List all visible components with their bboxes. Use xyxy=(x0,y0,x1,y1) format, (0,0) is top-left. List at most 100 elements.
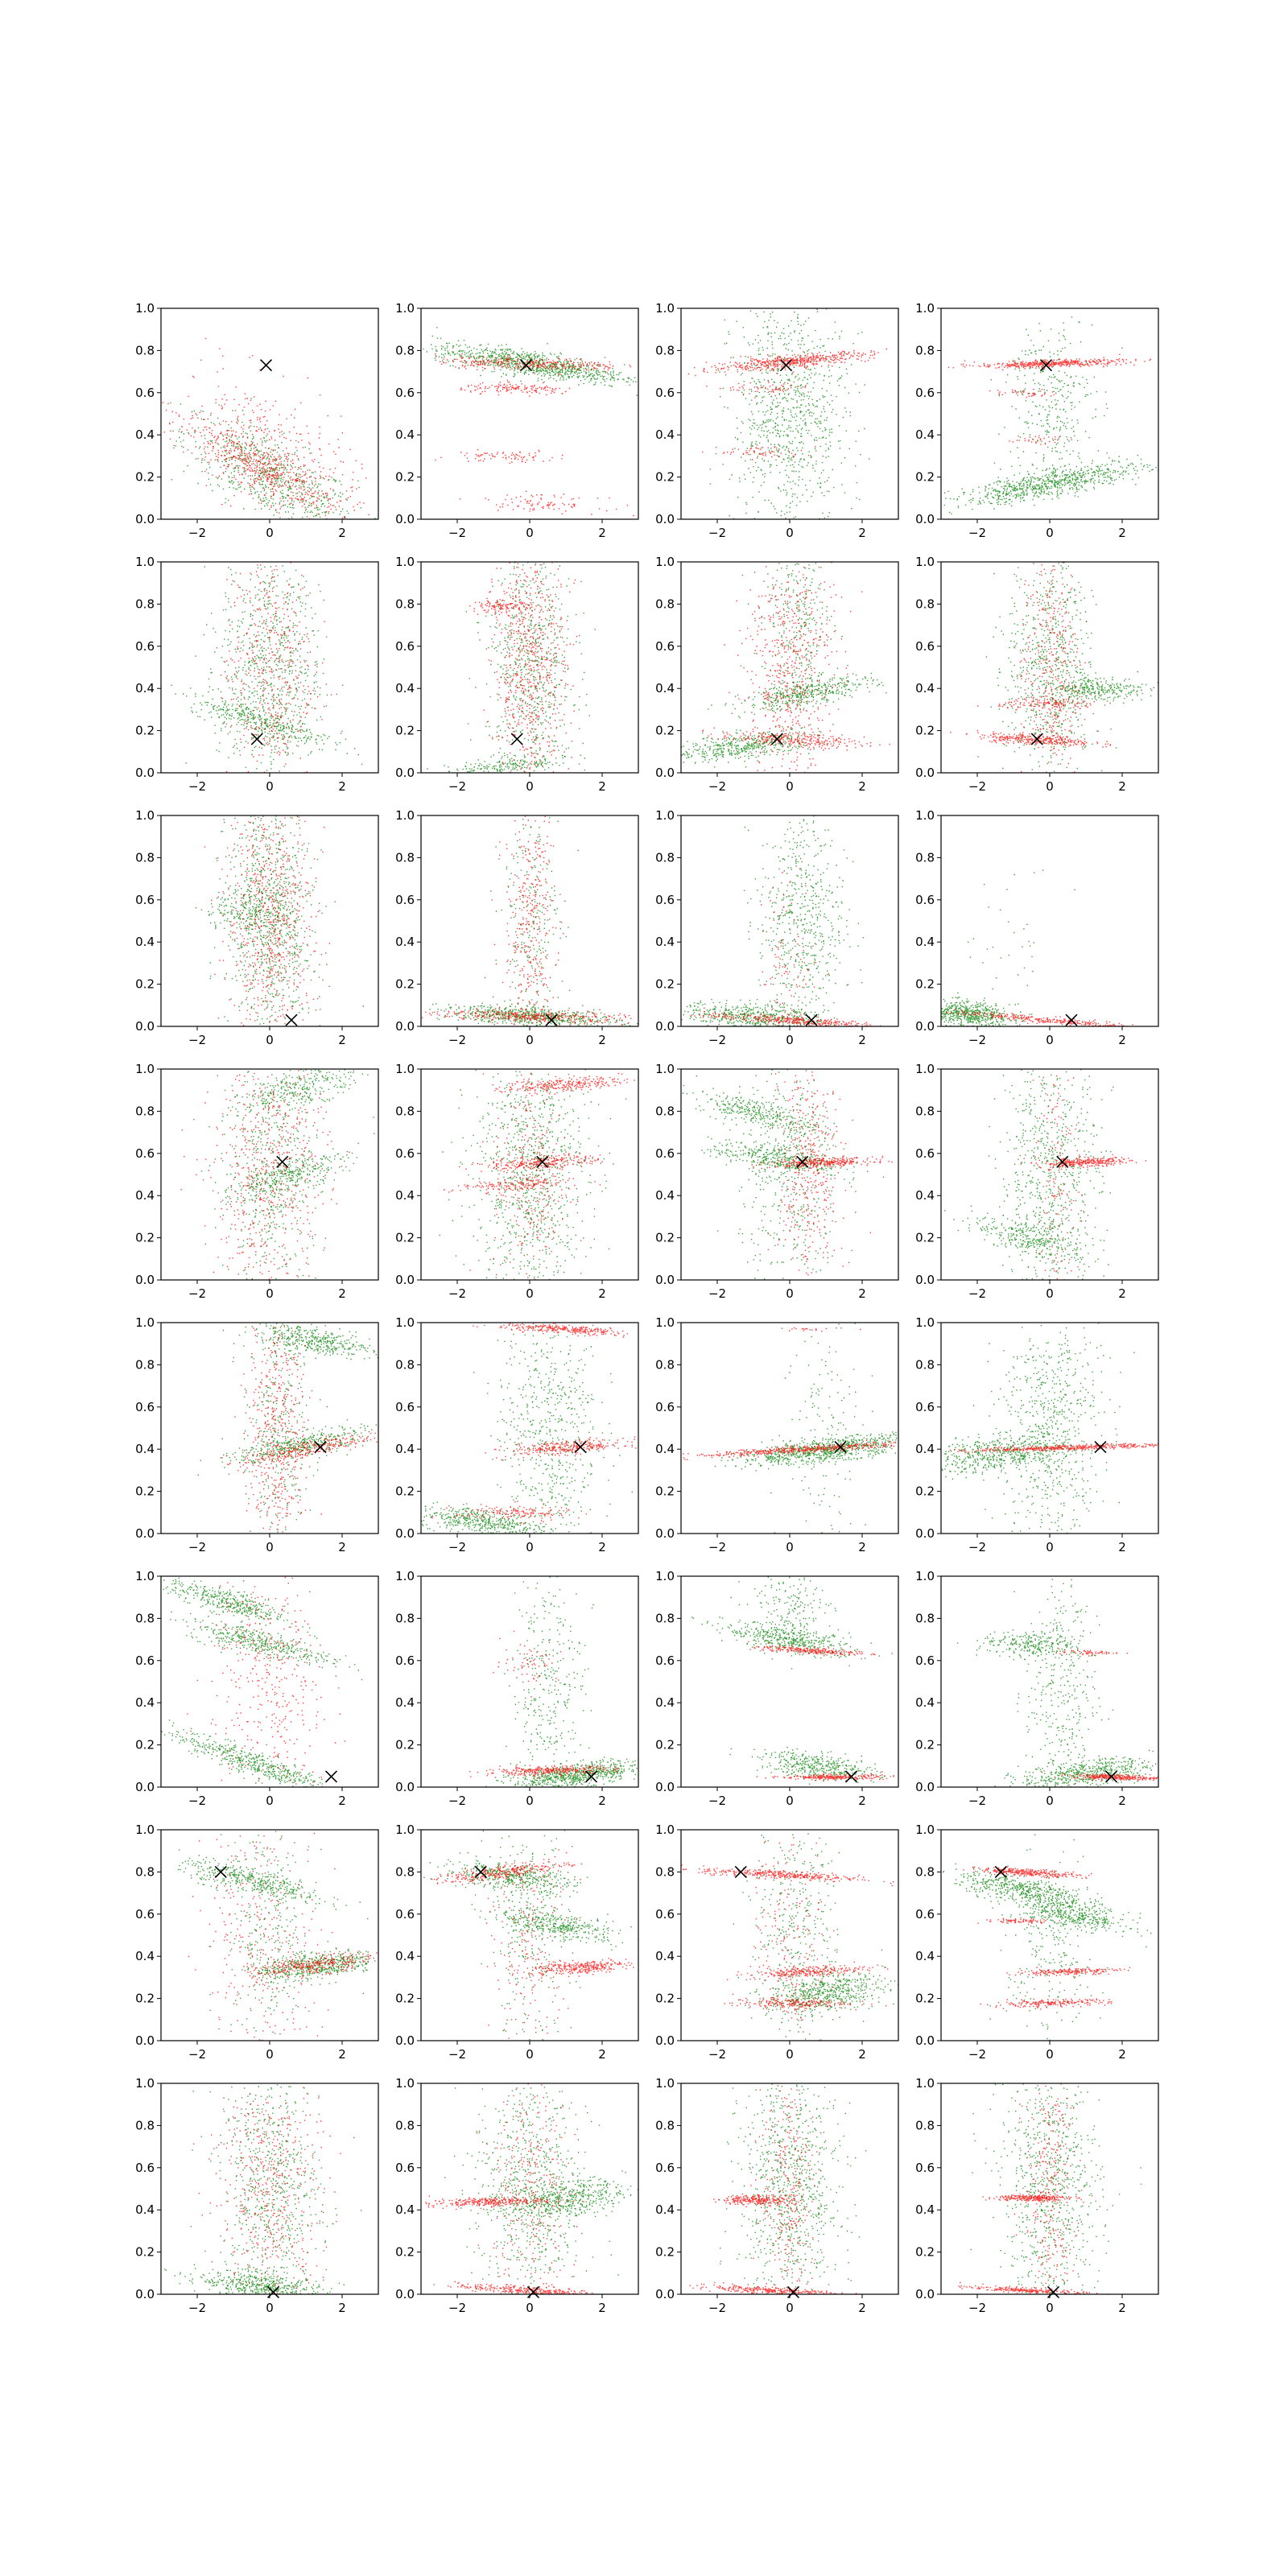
scatter-points xyxy=(197,1323,378,1534)
x-marker xyxy=(510,733,523,745)
y-tick-label: 0.2 xyxy=(915,977,935,992)
y-tick-label: 1.0 xyxy=(135,301,155,316)
x-tick-label: −2 xyxy=(448,2047,466,2062)
y-tick-label: 0.8 xyxy=(915,1864,935,1879)
y-tick-label: 0.2 xyxy=(655,2245,675,2260)
y-tick-label: 0.0 xyxy=(655,1526,675,1541)
red-series-cluster-2 xyxy=(188,1832,336,2041)
x-tick-label: −2 xyxy=(188,1033,206,1047)
y-tick-label: 0.8 xyxy=(135,1864,155,1879)
x-tick-label: 0 xyxy=(266,1286,274,1301)
green-series-cluster-2 xyxy=(177,1849,369,1920)
red-series-cluster-1 xyxy=(473,1323,628,1338)
x-marker xyxy=(805,1013,818,1026)
red-series-cluster-2 xyxy=(469,597,533,618)
x-tick-label: 0 xyxy=(526,779,534,794)
subplot-r2-c4: −2 0 2 0.0 0.2 0.4 0.6 0.8 1.0 xyxy=(915,555,1159,794)
x-tick-label: 2 xyxy=(858,779,866,794)
y-tick-label: 0.0 xyxy=(395,1780,415,1794)
y-tick-label: 0.8 xyxy=(135,1611,155,1625)
y-tick-label: 0.6 xyxy=(395,1907,415,1922)
y-tick-label: 0.0 xyxy=(915,2287,935,2301)
x-tick-label: −2 xyxy=(968,1286,986,1301)
subplot-r4-c4: −2 0 2 0.0 0.2 0.4 0.6 0.8 1.0 xyxy=(915,1062,1159,1301)
x-tick-label: 2 xyxy=(1118,779,1126,794)
x-tick-label: 0 xyxy=(1046,1540,1054,1554)
scatter-points xyxy=(681,1833,898,2041)
scatter-points xyxy=(682,1069,898,1280)
y-tick-label: 0.2 xyxy=(135,2245,155,2260)
red-series-cluster-1 xyxy=(963,1866,1092,1879)
y-tick-label: 1.0 xyxy=(395,2076,415,2091)
y-tick-label: 0.4 xyxy=(915,1442,935,1456)
subplot-r2-c2: −2 0 2 0.0 0.2 0.4 0.6 0.8 1.0 xyxy=(395,555,639,794)
x-tick-label: 2 xyxy=(598,1033,606,1047)
x-tick-label: 0 xyxy=(1046,526,1054,540)
y-tick-label: 0.4 xyxy=(135,1949,155,1963)
x-tick-label: −2 xyxy=(708,779,726,794)
x-marker xyxy=(214,1865,227,1878)
scatter-points xyxy=(681,815,898,1026)
subplot-r2-c3: −2 0 2 0.0 0.2 0.4 0.6 0.8 1.0 xyxy=(655,555,899,794)
x-tick-label: 0 xyxy=(1046,2301,1054,2315)
y-tick-label: 0.0 xyxy=(135,1780,155,1794)
y-tick-label: 0.8 xyxy=(915,1611,935,1625)
y-tick-label: 0.6 xyxy=(395,639,415,654)
x-marker xyxy=(285,1013,298,1026)
red-series-cluster-1 xyxy=(748,1641,893,1657)
y-tick-label: 0.2 xyxy=(655,724,675,738)
y-tick-label: 1.0 xyxy=(655,1823,675,1837)
y-tick-label: 0.0 xyxy=(915,766,935,780)
y-tick-label: 0.0 xyxy=(655,1273,675,1287)
y-tick-label: 0.8 xyxy=(915,1104,935,1118)
red-series-cluster-1 xyxy=(425,2194,584,2211)
y-tick-label: 0.4 xyxy=(655,1188,675,1203)
y-tick-label: 0.4 xyxy=(135,1188,155,1203)
red-series-cluster-2 xyxy=(1006,1967,1131,1977)
x-tick-label: 2 xyxy=(598,1286,606,1301)
y-tick-label: 0.4 xyxy=(915,935,935,949)
y-tick-label: 0.6 xyxy=(135,2161,155,2175)
x-marker xyxy=(545,1013,558,1026)
x-marker xyxy=(1039,359,1053,372)
red-series-cluster-1 xyxy=(1021,1154,1147,1169)
subplot-r6-c1: −2 0 2 0.0 0.2 0.4 0.6 0.8 1.0 xyxy=(135,1569,379,1808)
x-tick-label: −2 xyxy=(188,526,206,540)
y-tick-label: 0.8 xyxy=(655,1611,675,1625)
red-series-cluster-2 xyxy=(507,1957,634,1978)
x-tick-label: 2 xyxy=(338,1794,346,1808)
y-tick-label: 0.0 xyxy=(915,1019,935,1034)
y-tick-label: 0.2 xyxy=(915,1738,935,1752)
y-tick-label: 0.0 xyxy=(395,1526,415,1541)
y-tick-label: 0.2 xyxy=(655,470,675,485)
red-series-cluster-1 xyxy=(469,1765,618,1779)
green-series-cluster-2 xyxy=(484,817,579,1026)
red-series-cluster-2 xyxy=(689,2281,857,2294)
x-tick-label: −2 xyxy=(188,1540,206,1554)
x-tick-label: 2 xyxy=(338,2301,346,2315)
green-series-cluster-2 xyxy=(733,1833,865,2041)
scatter-points xyxy=(691,1576,894,1785)
x-tick-label: 2 xyxy=(858,2301,866,2315)
y-tick-label: 0.2 xyxy=(395,1738,415,1752)
y-tick-label: 0.0 xyxy=(915,2033,935,2048)
red-series-cluster-1 xyxy=(751,1155,898,1170)
y-tick-label: 0.6 xyxy=(655,1146,675,1161)
y-tick-label: 1.0 xyxy=(915,1569,935,1583)
x-tick-label: 0 xyxy=(266,2047,274,2062)
y-tick-label: 1.0 xyxy=(655,555,675,569)
subplot-r4-c3: −2 0 2 0.0 0.2 0.4 0.6 0.8 1.0 xyxy=(655,1062,899,1301)
x-tick-label: −2 xyxy=(188,1794,206,1808)
y-tick-label: 0.4 xyxy=(655,2202,675,2217)
y-tick-label: 0.2 xyxy=(395,2245,415,2260)
subplot-r6-c2: −2 0 2 0.0 0.2 0.4 0.6 0.8 1.0 xyxy=(395,1569,639,1808)
x-tick-label: 2 xyxy=(338,1540,346,1554)
scatter-points xyxy=(177,1831,378,2041)
x-tick-label: −2 xyxy=(188,779,206,794)
red-series-cluster-2 xyxy=(950,729,1112,749)
y-tick-label: 0.8 xyxy=(395,1864,415,1879)
subplot-r1-c2: −2 0 2 0.0 0.2 0.4 0.6 0.8 1.0 xyxy=(395,301,639,540)
y-tick-label: 0.4 xyxy=(395,1188,415,1203)
x-tick-label: 2 xyxy=(858,1794,866,1808)
y-tick-label: 1.0 xyxy=(655,808,675,823)
